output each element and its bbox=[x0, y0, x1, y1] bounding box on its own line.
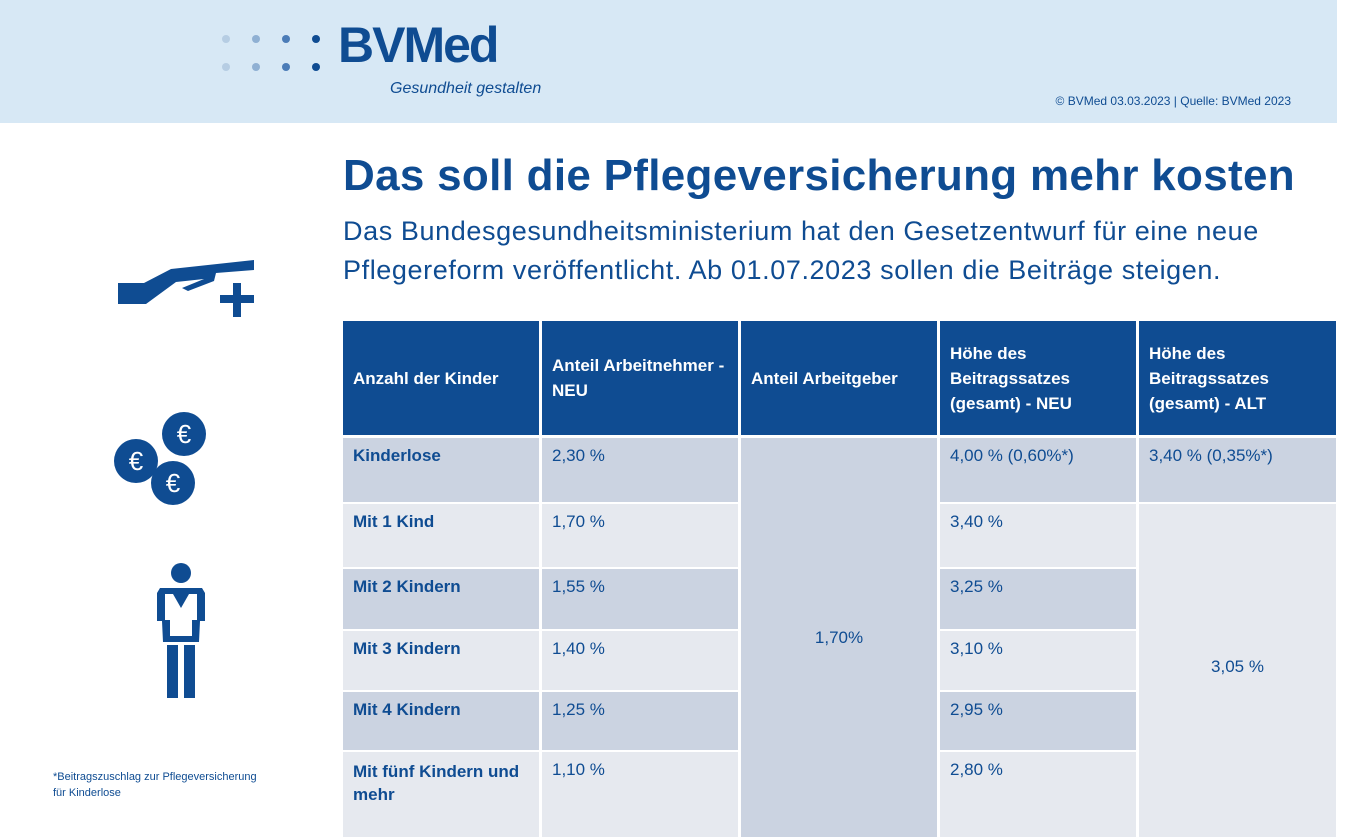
svg-text:€: € bbox=[129, 446, 144, 476]
footnote-line-2: für Kinderlose bbox=[53, 787, 121, 799]
table-cell-kinder: Mit 1 Kind bbox=[343, 504, 539, 567]
svg-text:€: € bbox=[166, 468, 181, 498]
table-header-kinder: Anzahl der Kinder bbox=[343, 321, 539, 435]
logo-dots-icon bbox=[222, 35, 320, 71]
table-cell-arbeitnehmer: 1,40 % bbox=[542, 631, 738, 690]
contribution-table: Anzahl der Kinder Anteil Arbeitnehmer - … bbox=[343, 321, 1336, 837]
table-cell-kinder: Kinderlose bbox=[343, 438, 539, 502]
table-cell-kinder: Mit 3 Kindern bbox=[343, 631, 539, 690]
logo: BVMed bbox=[338, 17, 499, 73]
table-cell-kinder: Mit 2 Kindern bbox=[343, 569, 539, 629]
table-cell-arbeitnehmer: 1,25 % bbox=[542, 692, 738, 750]
footnote-line-1: *Beitragszuschlag zur Pflegeversicherung bbox=[53, 771, 257, 783]
table-cell-arbeitnehmer: 1,70 % bbox=[542, 504, 738, 567]
page-title: Das soll die Pflegeversicherung mehr kos… bbox=[343, 151, 1295, 200]
table-header-arbeitnehmer: Anteil Arbeitnehmer - NEU bbox=[542, 321, 738, 435]
subtitle-line-1: Das Bundesgesundheitsministerium hat den… bbox=[343, 216, 1259, 246]
person-icon bbox=[157, 563, 205, 698]
copyright: © BVMed 03.03.2023 | Quelle: BVMed 2023 bbox=[1055, 94, 1291, 108]
logo-tagline: Gesundheit gestalten bbox=[390, 80, 542, 97]
table-cell-arbeitnehmer: 1,10 % bbox=[542, 752, 738, 837]
table-cell-arbeitgeber: 1,70% bbox=[741, 438, 937, 837]
subtitle-line-2: Pflegereform veröffentlicht. Ab 01.07.20… bbox=[343, 255, 1222, 285]
table-cell-gesamt-alt-kinderlose: 3,40 % (0,35%*) bbox=[1139, 438, 1336, 502]
table-cell-arbeitnehmer: 1,55 % bbox=[542, 569, 738, 629]
table-cell-gesamt-neu: 3,10 % bbox=[940, 631, 1136, 690]
table-cell-gesamt-neu: 2,95 % bbox=[940, 692, 1136, 750]
table-cell-gesamt-neu: 3,25 % bbox=[940, 569, 1136, 629]
table-header-gesamt-alt: Höhe des Beitragssatzes (gesamt) - ALT bbox=[1139, 321, 1336, 435]
table-cell-gesamt-alt-mit-kindern: 3,05 % bbox=[1139, 504, 1336, 837]
euro-coins-icon: € € € bbox=[114, 412, 206, 505]
table-cell-kinder: Mit fünf Kindern und mehr bbox=[343, 752, 539, 837]
table-cell-gesamt-neu: 2,80 % bbox=[940, 752, 1136, 837]
hand-plus-icon bbox=[118, 260, 254, 317]
svg-text:€: € bbox=[177, 419, 192, 449]
footnote: *Beitragszuschlag zur Pflegeversicherung… bbox=[53, 769, 257, 801]
table-cell-gesamt-neu: 3,40 % bbox=[940, 504, 1136, 567]
table-header-gesamt-neu: Höhe des Beitragssatzes (gesamt) - NEU bbox=[940, 321, 1136, 435]
table-cell-kinder: Mit 4 Kindern bbox=[343, 692, 539, 750]
table-cell-arbeitnehmer: 2,30 % bbox=[542, 438, 738, 502]
table-header-arbeitgeber: Anteil Arbeitgeber bbox=[741, 321, 937, 435]
page-subtitle: Das Bundesgesundheitsministerium hat den… bbox=[343, 212, 1368, 290]
table-cell-gesamt-neu: 4,00 % (0,60%*) bbox=[940, 438, 1136, 502]
header-banner: BVMed Gesundheit gestalten © BVMed 03.03… bbox=[0, 0, 1337, 123]
